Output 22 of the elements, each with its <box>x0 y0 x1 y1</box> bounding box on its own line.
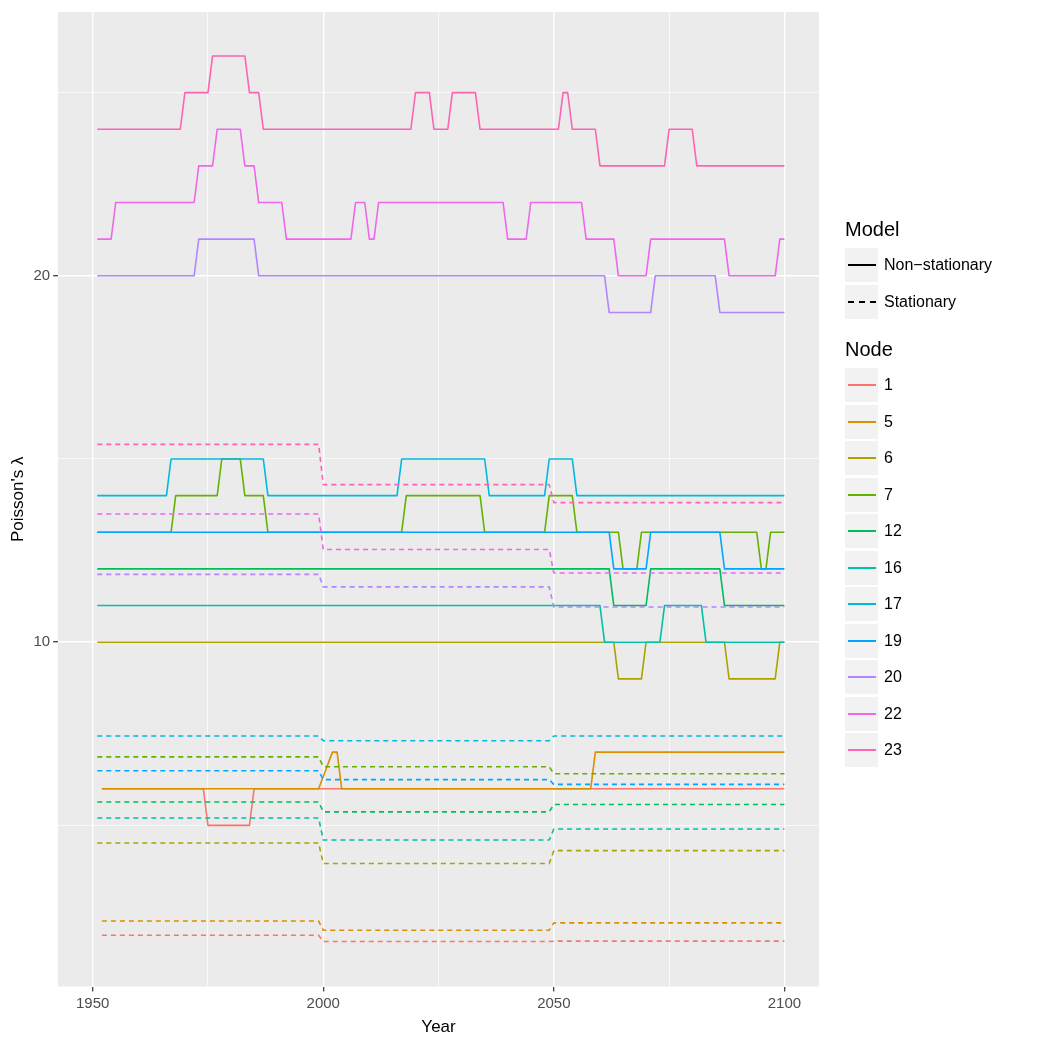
legend-label: 7 <box>884 485 893 504</box>
legend-label: 16 <box>884 558 902 577</box>
text: Non−stationary <box>884 256 993 275</box>
legend-title: Node <box>845 338 894 361</box>
legend-label: 12 <box>884 522 902 541</box>
legend-label: 23 <box>884 741 902 760</box>
legend-label: 20 <box>884 668 902 687</box>
text: Model <box>845 218 901 241</box>
legend-label: 22 <box>884 704 902 723</box>
x-axis-title: Year <box>421 1017 457 1037</box>
legend-label: 1 <box>884 376 893 395</box>
legend-label: 6 <box>884 449 893 468</box>
y-axis-title: Poisson's λ <box>7 456 27 543</box>
x-tick-label: 1950 <box>75 993 110 1011</box>
x-tick-label: 2050 <box>537 993 571 1011</box>
x-tick-label: 2000 <box>306 993 340 1011</box>
legend-label: 5 <box>884 412 893 431</box>
legend-label: 19 <box>884 631 902 650</box>
x-tick-label: 2100 <box>767 993 802 1011</box>
text: Stationary <box>884 292 957 311</box>
y-tick-label: 10 <box>33 632 51 650</box>
legend-label: 17 <box>884 595 902 614</box>
